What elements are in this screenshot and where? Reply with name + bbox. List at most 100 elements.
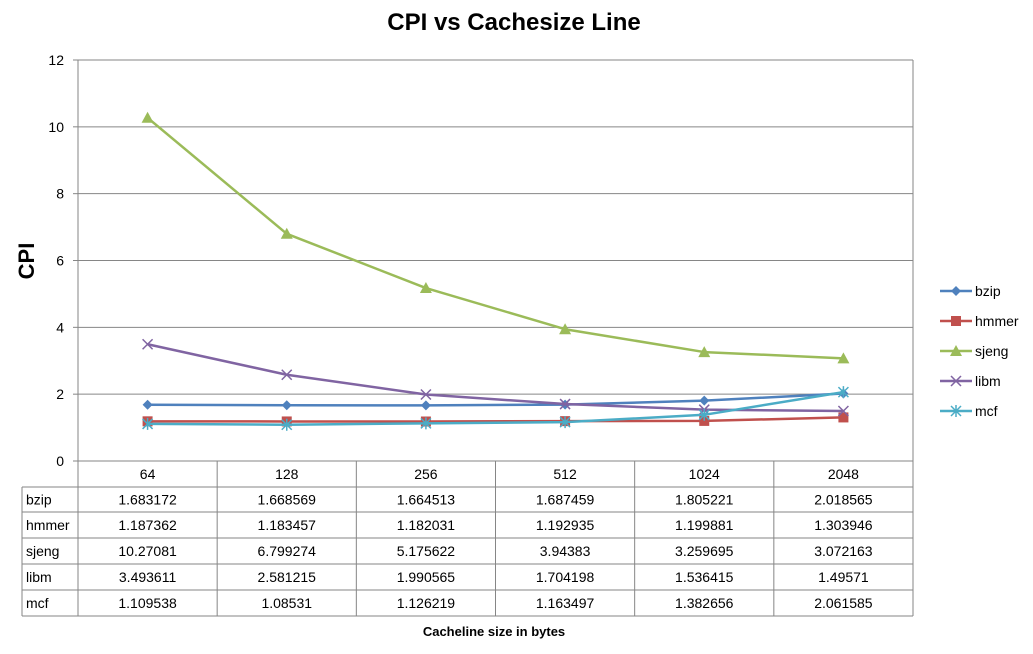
table-cell-value: 1.668569 (258, 492, 317, 508)
table-cell-value: 1.49571 (818, 569, 869, 585)
data-point-marker (837, 405, 849, 417)
table-cell-value: 1.536415 (675, 569, 734, 585)
table-cell-value: 2.061585 (814, 595, 873, 611)
table-cell-value: 3.072163 (814, 543, 873, 559)
data-point-marker (420, 388, 432, 401)
x-tick-label: 1024 (689, 466, 720, 482)
y-tick-labels: 0 2 4 6 8 10 12 (48, 52, 64, 469)
data-point-marker (142, 338, 154, 350)
data-point-marker (951, 316, 961, 326)
data-point-marker (838, 412, 849, 423)
legend-label: sjeng (975, 343, 1008, 359)
legend: bzip hmmer sjeng libm mcf (940, 283, 1019, 419)
data-point-marker (559, 323, 572, 335)
series-lines (141, 111, 850, 431)
gridlines (78, 59, 913, 462)
table-cell-value: 2.018565 (814, 492, 873, 508)
table-series-name: sjeng (26, 543, 59, 559)
data-point-marker (950, 405, 962, 417)
y-tick-label: 12 (48, 52, 64, 68)
table-cell-value: 1.182031 (397, 517, 456, 533)
data-point-marker (142, 399, 153, 410)
legend-label: mcf (975, 403, 998, 419)
table-cell-value: 10.27081 (118, 543, 177, 559)
x-tick-label: 128 (275, 466, 299, 482)
series-sjeng (141, 111, 850, 364)
data-table: 64 128 256 512 1024 2048 bzip 1.683172 1.668569 1… (21, 461, 914, 617)
table-cell-value: 5.175622 (397, 543, 456, 559)
table-cell-value: 1.683172 (118, 492, 177, 508)
axes (73, 59, 914, 462)
data-point-marker (837, 386, 849, 399)
chart-title: CPI vs Cachesize Line (387, 9, 640, 36)
table-cell-value: 2.581215 (258, 569, 317, 585)
series-line (146, 116, 844, 360)
table-series-name: hmmer (26, 517, 70, 533)
legend-label: hmmer (975, 313, 1019, 329)
table-cell-value: 1.109538 (118, 595, 177, 611)
table-cell-value: 1.187362 (118, 517, 177, 533)
data-point-marker (559, 398, 571, 410)
table-cell-value: 1.664513 (397, 492, 456, 508)
legend-item-sjeng: sjeng (940, 343, 1008, 359)
table-cell-value: 1.192935 (536, 517, 595, 533)
data-point-marker (951, 286, 961, 296)
table-cell-value: 1.126219 (397, 595, 456, 611)
series-line (147, 416, 844, 423)
legend-item-mcf: mcf (940, 403, 998, 419)
table-cell-value: 1.08531 (261, 595, 312, 611)
table-cell-value: 1.687459 (536, 492, 595, 508)
x-tick-label: 64 (140, 466, 156, 482)
table-cell-value: 1.183457 (258, 517, 317, 533)
data-point-marker (142, 417, 154, 430)
y-tick-label: 2 (56, 386, 64, 402)
data-point-marker (281, 400, 292, 411)
legend-label: libm (975, 373, 1001, 389)
data-point-marker (419, 282, 432, 294)
data-point-marker (698, 408, 710, 421)
data-point-marker (698, 346, 711, 358)
y-axis-label: CPI (14, 243, 39, 280)
data-point-marker (699, 415, 710, 426)
y-tick-label: 6 (56, 253, 64, 269)
legend-item-hmmer: hmmer (940, 313, 1019, 329)
table-cell-value: 1.990565 (397, 569, 456, 585)
x-tick-label: 512 (553, 466, 577, 482)
data-point-marker (281, 369, 293, 381)
table-cell-value: 3.259695 (675, 543, 734, 559)
data-point-marker (837, 352, 850, 364)
data-point-marker (420, 400, 431, 411)
y-tick-label: 4 (56, 319, 64, 335)
data-point-marker (141, 111, 154, 123)
data-point-marker (280, 227, 293, 239)
y-tick-label: 0 (56, 453, 64, 469)
table-cell-value: 1.303946 (814, 517, 873, 533)
table-cell-value: 3.493611 (119, 569, 177, 585)
legend-label: bzip (975, 283, 1001, 299)
data-point-marker (950, 345, 962, 356)
data-point-marker (559, 416, 571, 429)
y-tick-label: 10 (48, 119, 64, 135)
series-mcf (142, 386, 849, 431)
data-point-marker (699, 395, 710, 406)
legend-item-libm: libm (940, 373, 1001, 389)
data-point-marker (281, 418, 293, 431)
series-line (147, 390, 844, 426)
table-series-name: bzip (26, 492, 52, 508)
x-tick-label: 256 (414, 466, 438, 482)
table-cell-value: 6.799274 (258, 543, 317, 559)
data-point-marker (950, 375, 962, 387)
x-axis-label: Cacheline size in bytes (423, 624, 565, 639)
table-cell-value: 1.805221 (675, 492, 734, 508)
series-line (147, 392, 844, 407)
table-cell-value: 1.382656 (675, 595, 734, 611)
table-series-name: mcf (26, 595, 49, 611)
y-tick-label: 8 (56, 186, 64, 202)
table-cell-value: 1.163497 (536, 595, 595, 611)
data-point-marker (420, 417, 432, 430)
table-cell-value: 3.94383 (540, 543, 591, 559)
table-series-name: libm (26, 569, 52, 585)
table-cell-value: 1.199881 (675, 517, 734, 533)
x-tick-label: 2048 (828, 466, 859, 482)
